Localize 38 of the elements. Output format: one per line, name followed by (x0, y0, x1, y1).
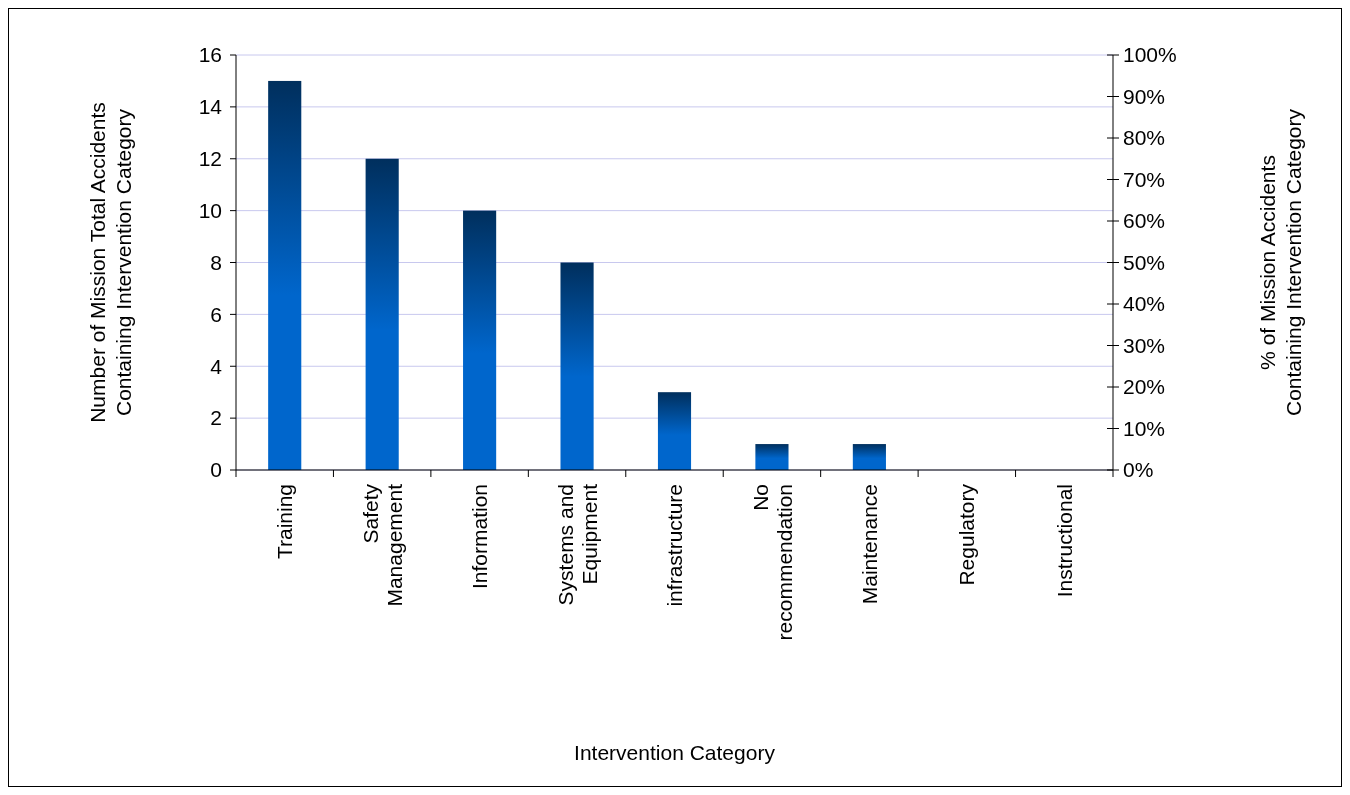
y-tick-label: 8 (210, 250, 222, 274)
y-tick-label: 4 (210, 354, 223, 378)
y2-tick-label: 90% (1123, 84, 1166, 108)
x-tick-label: Instructional (1052, 484, 1076, 598)
y-axis-title: Number of Mission Total Accidents Containing Intervention Category (86, 102, 135, 423)
y2-axis-title: % of Mission Accidents Containing Intervention Category (1256, 108, 1305, 417)
x-tick-label: Training (273, 484, 297, 560)
y2-tick-label: 0% (1123, 458, 1154, 482)
x-tick-label: Systems and Equipment (553, 483, 602, 606)
y2-tick-label: 10% (1123, 416, 1166, 440)
bar (365, 158, 399, 470)
y2-tick-label: 60% (1123, 209, 1166, 233)
y-tick-label: 6 (210, 302, 222, 326)
bar (755, 444, 789, 470)
y2-tick-label: 80% (1123, 126, 1166, 150)
y2-tick-label: 100% (1123, 43, 1177, 67)
y-tick-label: 0 (210, 458, 222, 482)
x-axis-title: Intervention Category (574, 741, 776, 764)
y2-tick-label: 30% (1123, 333, 1166, 357)
y-tick-label: 16 (198, 43, 222, 67)
y-tick-label: 2 (210, 406, 222, 430)
x-tick-label: Regulatory (955, 483, 979, 586)
bar (268, 80, 302, 470)
x-tick-label: Information (467, 484, 491, 590)
bar (852, 444, 886, 470)
bar (560, 262, 594, 470)
y2-tick-label: 70% (1123, 167, 1166, 191)
y2-tick-label: 20% (1123, 375, 1166, 399)
y2-tick-label: 40% (1123, 292, 1166, 316)
x-tick-label: Maintenance (857, 484, 881, 605)
x-tick-label: infrastructure (662, 484, 686, 607)
bar (463, 210, 497, 470)
y2-tick-label: 50% (1123, 250, 1166, 274)
y-tick-label: 12 (198, 147, 222, 171)
y-tick-label: 10 (198, 198, 222, 222)
x-tick-label: Safety Management (358, 483, 407, 607)
bar (657, 392, 692, 470)
y-tick-label: 14 (198, 95, 223, 119)
